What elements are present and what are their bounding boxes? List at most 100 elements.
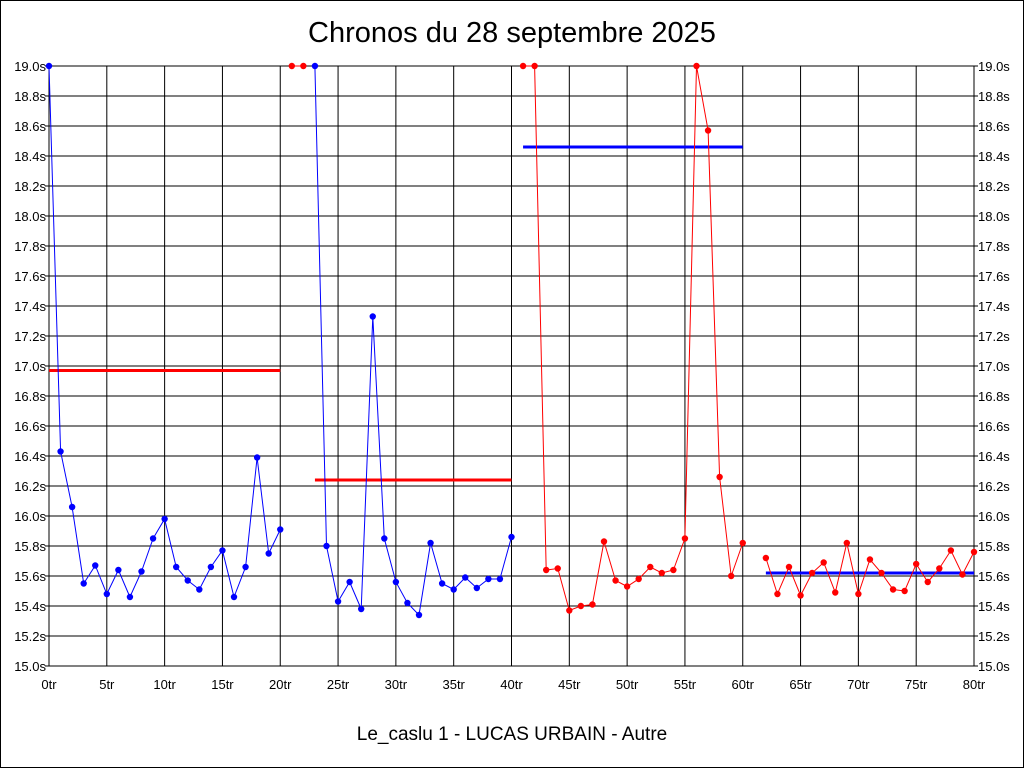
data-point (704, 127, 712, 134)
data-point (820, 559, 827, 566)
data-point (716, 473, 723, 481)
data-point (277, 526, 284, 533)
data-point (126, 593, 134, 601)
plot-border (48, 65, 975, 667)
data-point (172, 563, 180, 571)
data-point (681, 535, 689, 542)
y-tick-label-right: 16.4s (978, 449, 1010, 464)
data-point (265, 550, 272, 557)
data-point (936, 565, 943, 572)
data-point (438, 580, 446, 587)
x-tick-label: 75tr (905, 677, 928, 692)
data-point (519, 62, 527, 70)
data-point (739, 539, 746, 547)
y-tick-label-right: 18.2s (978, 179, 1010, 194)
y-tick-label-right: 17.0s (978, 359, 1010, 374)
data-point (300, 62, 307, 70)
data-point (727, 572, 735, 580)
data-point (947, 547, 955, 554)
y-tick-label-right: 17.4s (978, 299, 1010, 314)
y-tick-label-left: 17.6s (14, 269, 46, 284)
y-tick-label-left: 15.8s (14, 539, 46, 554)
data-point (115, 566, 122, 574)
x-tick-label: 40tr (500, 677, 523, 692)
x-tick-label: 45tr (558, 677, 581, 692)
data-point (808, 569, 816, 577)
y-tick-label-left: 18.6s (14, 119, 46, 134)
y-tick-label-left: 15.4s (14, 599, 46, 614)
data-point (68, 503, 76, 511)
data-point (207, 563, 215, 571)
x-tick-label: 0tr (41, 677, 57, 692)
y-tick-label-left: 16.8s (14, 389, 46, 404)
data-point (450, 586, 457, 593)
x-tick-label: 60tr (732, 677, 755, 692)
data-point (866, 556, 874, 563)
data-point (242, 563, 249, 571)
data-point (45, 62, 53, 70)
y-tick-label-left: 17.2s (14, 329, 46, 344)
x-tick-label: 30tr (385, 677, 408, 692)
y-tick-label-right: 16.8s (978, 389, 1010, 404)
data-point (970, 548, 978, 556)
data-point (901, 587, 908, 595)
y-tick-label-right: 16.0s (978, 509, 1010, 524)
data-point (589, 601, 596, 608)
data-point (577, 602, 585, 610)
data-point (196, 586, 203, 593)
y-tick-label-left: 18.2s (14, 179, 46, 194)
y-tick-label-right: 17.8s (978, 239, 1010, 254)
data-point (184, 577, 191, 584)
y-tick-label-left: 18.8s (14, 89, 46, 104)
y-tick-label-right: 19.0s (978, 59, 1010, 74)
data-point (785, 563, 793, 571)
y-tick-label-left: 17.0s (14, 359, 46, 374)
data-point (381, 535, 388, 542)
data-point (311, 62, 319, 70)
data-point (404, 599, 411, 607)
data-point (346, 578, 353, 586)
y-tick-label-right: 15.8s (978, 539, 1010, 554)
y-tick-label-right: 16.6s (978, 419, 1010, 434)
data-point (797, 592, 804, 599)
x-tick-label: 80tr (963, 677, 986, 692)
data-point (889, 586, 897, 593)
x-tick-label: 35tr (442, 677, 465, 692)
data-point (508, 533, 515, 541)
y-tick-label-right: 15.2s (978, 629, 1010, 644)
data-point (924, 578, 931, 586)
data-point (485, 575, 492, 583)
data-point (323, 542, 330, 550)
y-tick-label-left: 18.0s (14, 209, 46, 224)
data-point (693, 62, 700, 70)
y-tick-label-right: 17.2s (978, 329, 1010, 344)
data-point (334, 598, 342, 605)
y-tick-label-left: 16.4s (14, 449, 46, 464)
data-point (832, 589, 839, 596)
data-point (161, 515, 168, 523)
y-tick-label-right: 18.6s (978, 119, 1010, 134)
data-point (600, 538, 608, 545)
y-tick-label-right: 18.8s (978, 89, 1010, 104)
y-tick-label-left: 17.4s (14, 299, 46, 314)
data-point (542, 566, 550, 574)
y-tick-label-right: 18.0s (978, 209, 1010, 224)
y-tick-label-left: 19.0s (14, 59, 46, 74)
data-point (762, 554, 770, 562)
data-point (427, 539, 434, 547)
data-point (288, 62, 296, 70)
data-point (774, 590, 781, 598)
x-tick-label: 15tr (211, 677, 234, 692)
y-tick-label-right: 18.4s (978, 149, 1010, 164)
x-tick-label: 5tr (99, 677, 115, 692)
x-tick-label: 50tr (616, 677, 639, 692)
data-point (230, 593, 238, 601)
data-point (57, 448, 64, 455)
data-point (473, 584, 481, 592)
y-tick-label-right: 15.0s (978, 659, 1010, 674)
series-line (523, 65, 744, 612)
data-point (959, 571, 966, 578)
y-tick-label-right: 15.4s (978, 599, 1010, 614)
x-tick-label: 65tr (789, 677, 812, 692)
